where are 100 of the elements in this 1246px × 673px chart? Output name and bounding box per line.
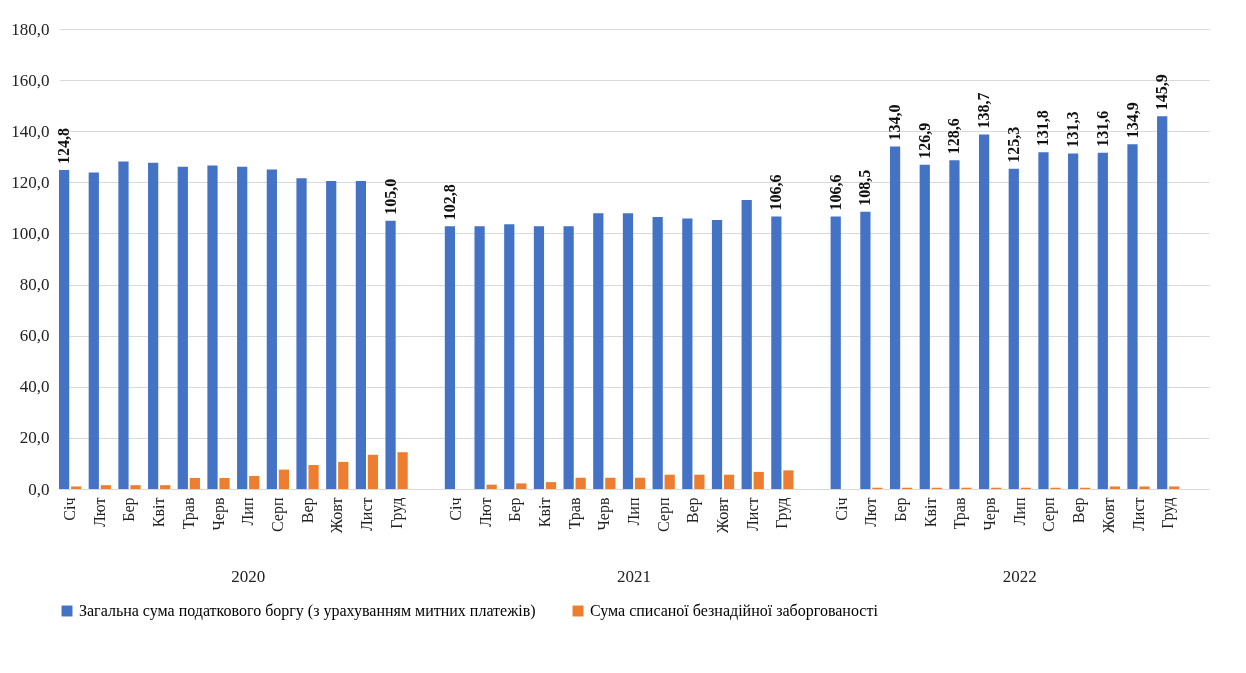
bar (474, 226, 485, 489)
data-label: 106,6 (826, 174, 844, 211)
bar (860, 211, 871, 489)
bar (219, 478, 230, 489)
bar (249, 475, 260, 489)
bar (148, 162, 159, 489)
data-label: 134,9 (1123, 102, 1141, 139)
data-label: 126,9 (915, 122, 933, 159)
bar (118, 161, 129, 489)
legend-label: Сума списаної безнадійної заборгованості (590, 602, 879, 620)
x-tick-label: Черв (981, 497, 1000, 531)
data-label: 134,0 (886, 104, 904, 141)
bar (634, 477, 646, 489)
x-tick-label: Лист (743, 497, 761, 532)
bar (130, 485, 141, 489)
bar (1157, 116, 1168, 489)
bar (1169, 486, 1180, 489)
y-tick-label: 140,0 (11, 121, 50, 141)
x-tick-label: Серп (1040, 497, 1059, 533)
bar (593, 213, 604, 489)
x-tick-label: Бер (120, 497, 139, 522)
bar (237, 166, 248, 489)
bar (1038, 152, 1049, 489)
bar (444, 226, 456, 489)
bar (753, 471, 764, 489)
bar (338, 461, 349, 489)
x-tick-label: Вер (1070, 497, 1089, 524)
bar (889, 146, 901, 489)
x-tick-label: Вер (298, 497, 317, 524)
bar (355, 181, 366, 489)
x-tick-label: Черв (209, 497, 228, 531)
y-tick-label: 20,0 (19, 428, 50, 448)
bar (1127, 144, 1138, 489)
x-tick-label: Квіт (150, 497, 168, 528)
y-tick-label: 0,0 (28, 479, 50, 499)
bar (979, 134, 990, 489)
x-tick-label: Квіт (921, 497, 939, 528)
x-tick-label: Серп (268, 497, 287, 533)
x-tick-label: Жовт (1099, 497, 1117, 534)
data-label: 131,6 (1093, 110, 1111, 147)
bar (919, 164, 930, 489)
y-tick-label: 60,0 (19, 326, 50, 346)
y-tick-label: 100,0 (11, 223, 50, 243)
bar (385, 220, 396, 489)
bar (533, 226, 545, 489)
x-tick-label: Серп (654, 497, 673, 533)
x-tick-label: Квіт (535, 497, 553, 528)
data-label: 106,6 (767, 174, 785, 211)
x-tick-label: Січ (61, 497, 79, 521)
bar (1068, 153, 1079, 489)
x-tick-label: Трав (951, 497, 970, 530)
bar (88, 172, 99, 489)
bar (741, 199, 752, 489)
x-tick-label: Жовт (714, 497, 732, 534)
bar (694, 474, 705, 489)
text: 2022 (1002, 567, 1037, 586)
bar (682, 218, 693, 489)
data-label: 108,5 (856, 169, 874, 206)
bar (1109, 486, 1120, 489)
bar (59, 170, 70, 489)
x-tick-label: Лип (1010, 497, 1028, 526)
bar (723, 474, 735, 489)
x-tick-label: Лип (239, 497, 257, 526)
y-tick-label: 40,0 (19, 377, 50, 397)
data-label: 125,3 (1004, 126, 1022, 163)
bar (160, 485, 171, 489)
data-label: 124,8 (55, 128, 73, 165)
bar (605, 477, 616, 489)
x-tick-label: Трав (179, 497, 198, 530)
bar (711, 219, 723, 489)
x-tick-label: Лют (90, 497, 108, 528)
x-tick-label: Груд (773, 497, 792, 529)
x-tick-label: Черв (595, 497, 614, 531)
bar (516, 483, 527, 489)
bar (100, 485, 111, 489)
bar (1139, 486, 1150, 489)
bar (296, 178, 307, 489)
bar (207, 165, 218, 489)
text: 2020 (231, 567, 266, 586)
x-tick-label: Лист (1129, 497, 1147, 532)
x-tick-label: Лют (476, 497, 494, 528)
y-tick-label: 80,0 (19, 275, 50, 295)
bar (575, 477, 586, 489)
x-tick-label: Бер (892, 497, 911, 522)
y-tick-label: 180,0 (11, 19, 50, 39)
x-tick-label: Січ (832, 497, 850, 521)
bar (830, 216, 841, 489)
x-tick-label: Лип (625, 497, 642, 526)
bar (486, 484, 497, 489)
data-label: 145,9 (1153, 74, 1171, 111)
bar (783, 470, 794, 489)
bar (1097, 152, 1108, 489)
bar (1008, 168, 1019, 489)
x-tick-label: Бер (506, 497, 525, 522)
bar (177, 166, 188, 489)
text: 2021 (617, 567, 651, 586)
bar (189, 478, 200, 489)
bar (308, 464, 319, 489)
x-tick-label: Вер (684, 497, 703, 524)
y-tick-label: 120,0 (11, 172, 50, 192)
